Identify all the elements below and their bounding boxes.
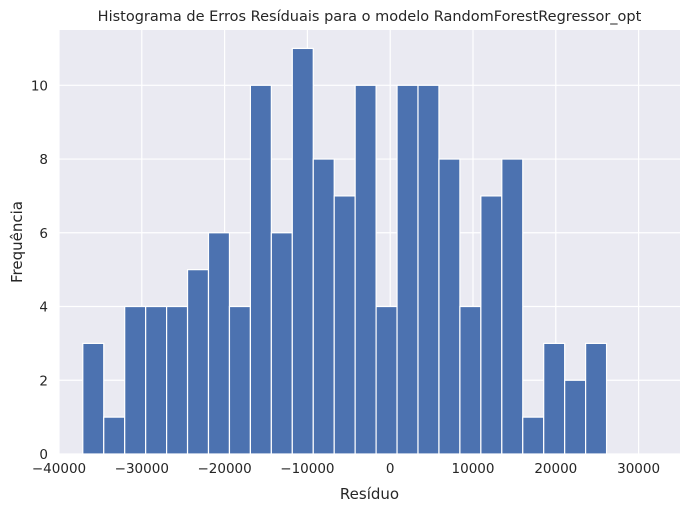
x-tick-label: −30000 bbox=[115, 461, 169, 477]
histogram-bar bbox=[354, 84, 377, 455]
histogram-bar bbox=[291, 47, 314, 455]
histogram-bar bbox=[124, 305, 147, 455]
y-axis-label: Frequência bbox=[8, 201, 26, 283]
histogram-bar bbox=[207, 232, 231, 455]
histogram-bars bbox=[82, 47, 608, 455]
histogram-bar bbox=[501, 158, 524, 455]
histogram-bar bbox=[417, 84, 440, 455]
y-tick-label: 4 bbox=[39, 300, 48, 316]
histogram-bar bbox=[522, 416, 545, 455]
x-tick-label: −20000 bbox=[197, 461, 251, 477]
y-tick-label: 0 bbox=[39, 447, 48, 463]
x-tick-label: 0 bbox=[386, 461, 395, 477]
x-tick-label: 10000 bbox=[452, 461, 495, 477]
histogram-bar bbox=[312, 158, 335, 455]
x-tick-label: −10000 bbox=[280, 461, 334, 477]
x-axis-label: Resíduo bbox=[340, 485, 399, 503]
histogram-bar bbox=[249, 84, 272, 455]
histogram-bar bbox=[228, 305, 252, 455]
y-tick-label: 10 bbox=[31, 78, 48, 94]
y-tick-label: 8 bbox=[39, 152, 48, 168]
histogram-bar bbox=[165, 305, 189, 455]
x-axis-ticks: −40000 −30000 −20000 −10000 0 10000 20000 30000 bbox=[32, 461, 660, 477]
chart-title: Histograma de Erros Resíduais para o mod… bbox=[98, 9, 642, 25]
histogram-bar bbox=[103, 416, 126, 455]
histogram-bar bbox=[438, 158, 461, 455]
x-tick-label: 20000 bbox=[534, 461, 577, 477]
histogram-bar bbox=[333, 195, 356, 455]
y-tick-label: 2 bbox=[39, 373, 48, 389]
histogram-bar bbox=[543, 342, 566, 455]
histogram-bar bbox=[82, 342, 105, 455]
histogram-bar bbox=[585, 342, 608, 455]
histogram-bar bbox=[186, 269, 210, 455]
x-tick-label: −40000 bbox=[32, 461, 86, 477]
histogram-bar bbox=[375, 305, 398, 455]
histogram-bar bbox=[270, 232, 293, 455]
histogram-bar bbox=[564, 379, 587, 455]
y-tick-label: 6 bbox=[39, 226, 48, 242]
histogram-bar bbox=[145, 305, 168, 455]
y-axis-ticks: 0 2 4 6 8 10 bbox=[31, 78, 48, 463]
x-tick-label: 30000 bbox=[617, 461, 660, 477]
histogram-bar bbox=[396, 84, 419, 455]
histogram-bar bbox=[480, 195, 503, 455]
histogram-bar bbox=[459, 305, 482, 455]
